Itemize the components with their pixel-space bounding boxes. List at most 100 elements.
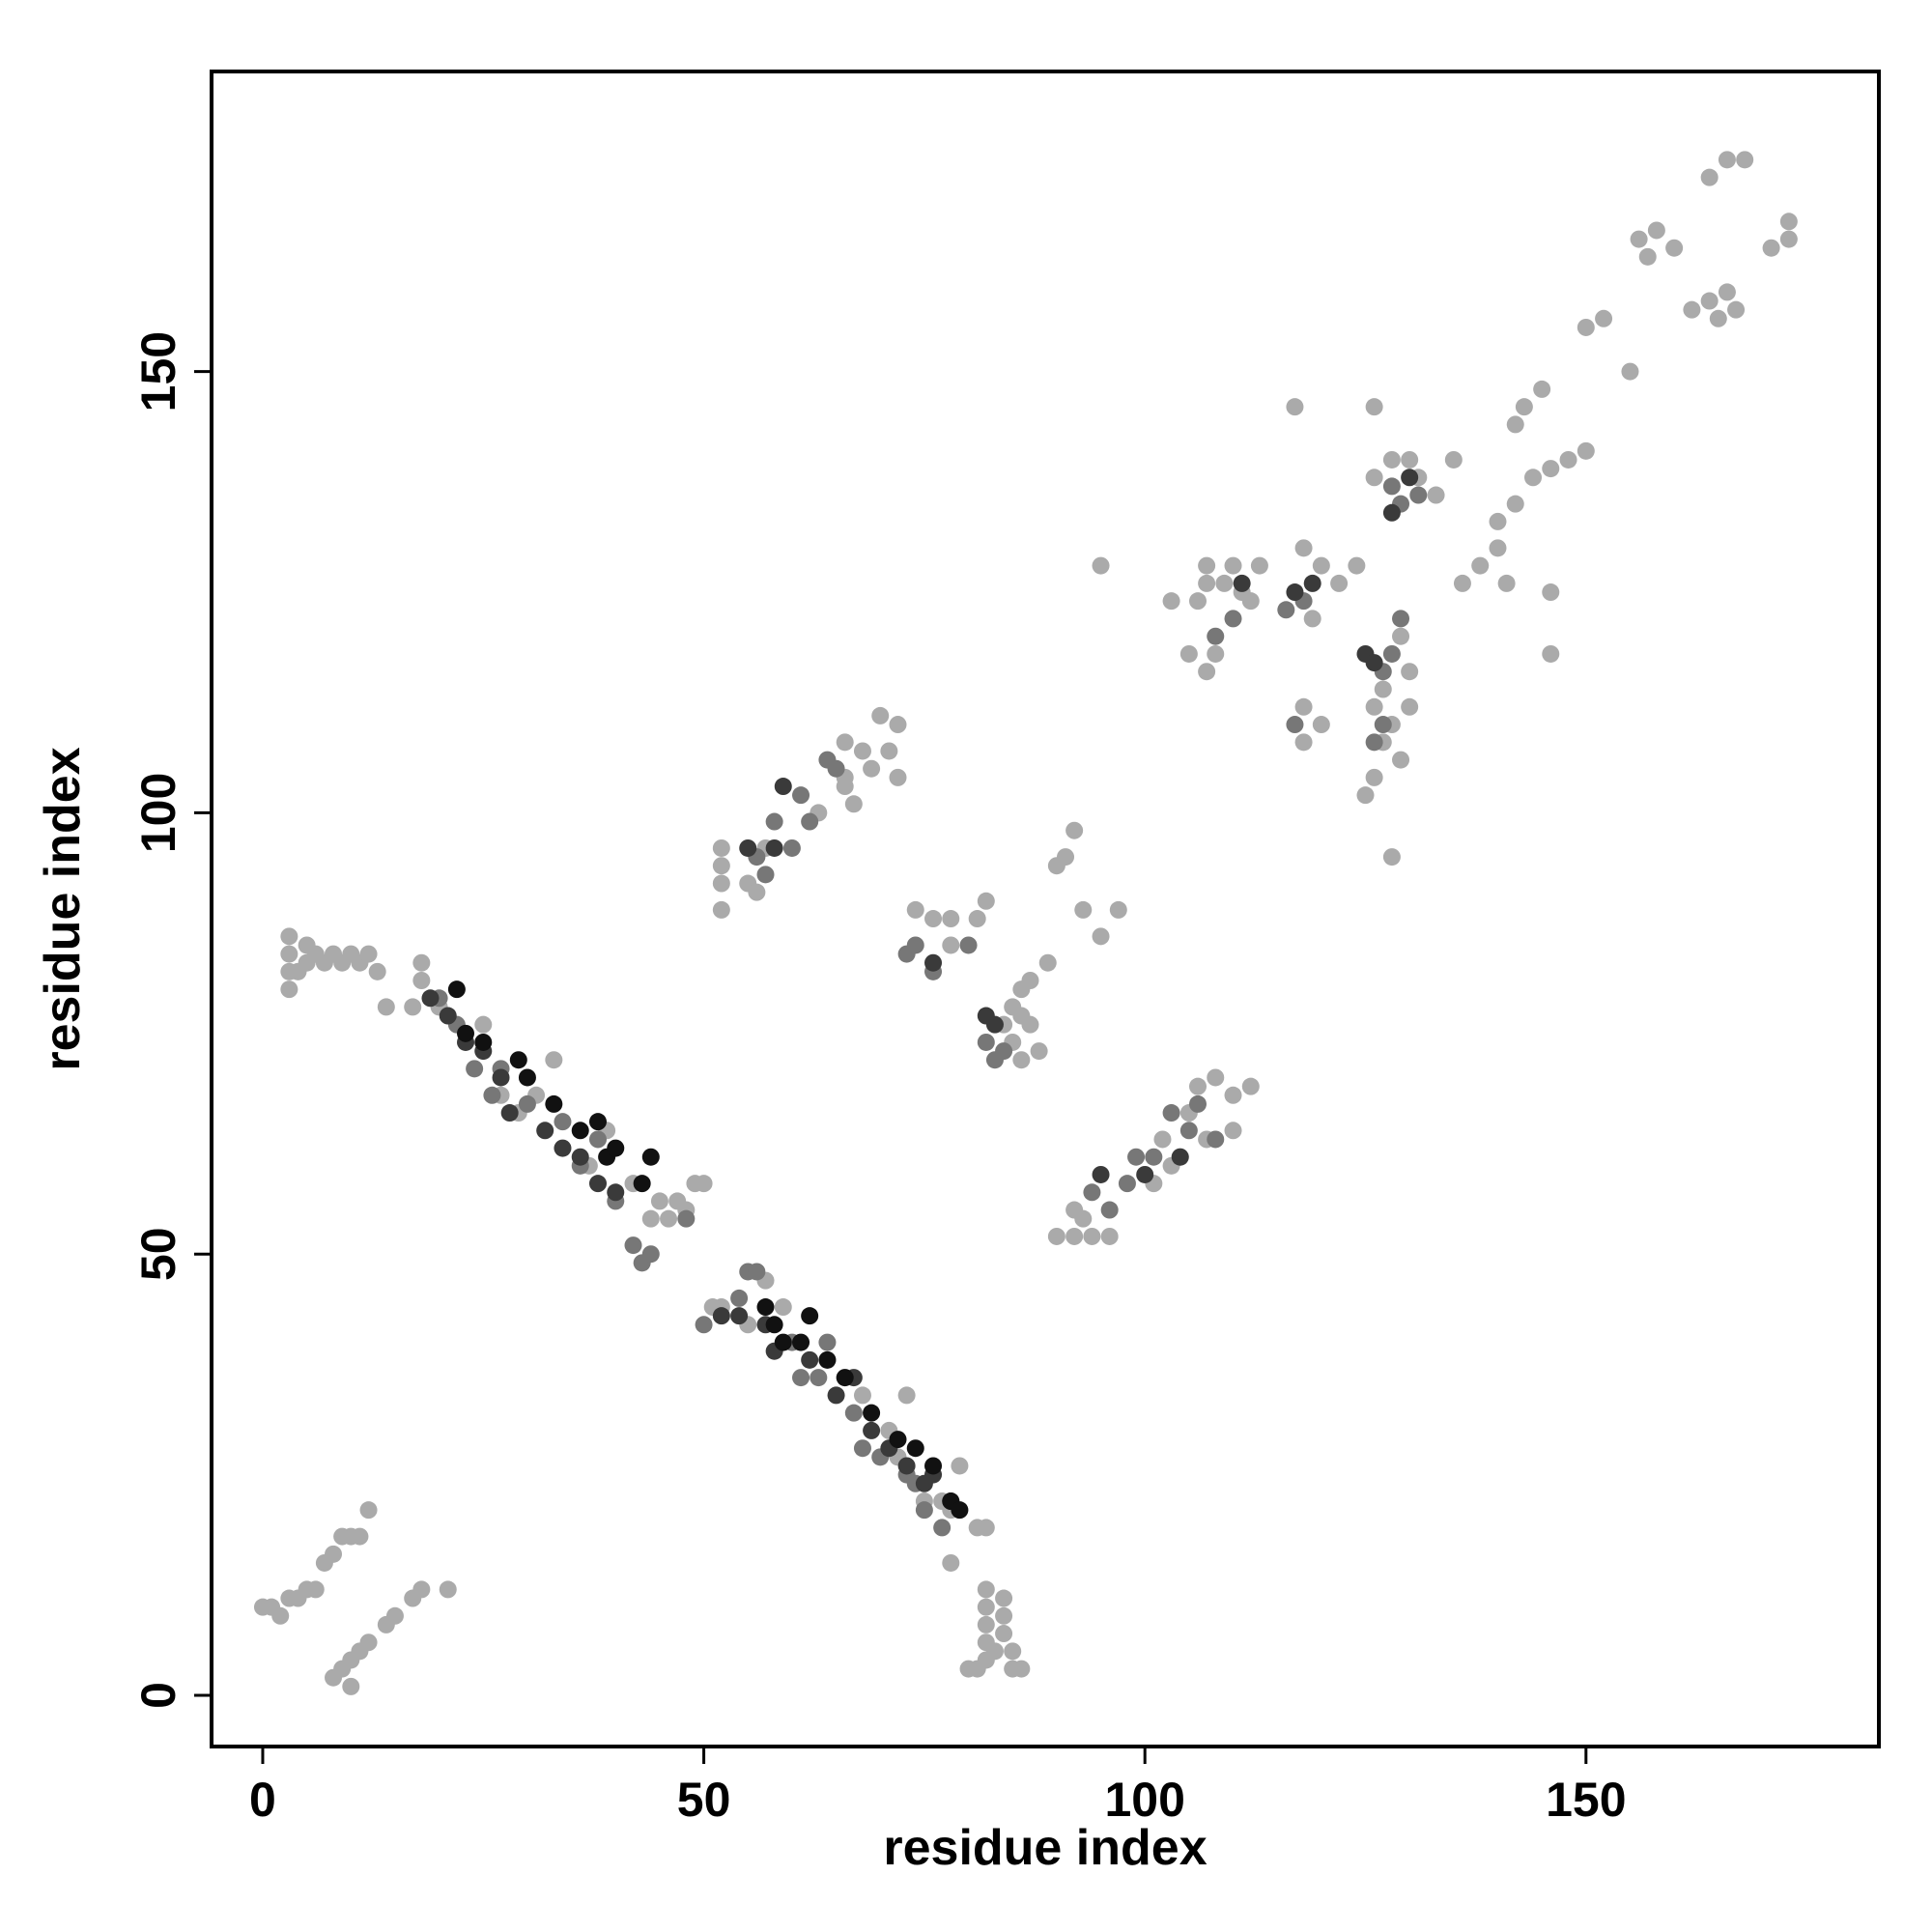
point [377, 998, 395, 1016]
point [1038, 953, 1057, 972]
point [1401, 697, 1419, 716]
point [1595, 309, 1613, 327]
y-tick-label: 100 [131, 773, 185, 853]
point [1542, 583, 1560, 602]
point [1065, 821, 1084, 839]
point [1294, 697, 1313, 716]
point [1374, 716, 1392, 734]
point [359, 1634, 378, 1652]
point [1506, 495, 1524, 513]
point [1092, 556, 1110, 575]
point [1577, 441, 1595, 460]
point [844, 1404, 863, 1422]
point [439, 1580, 457, 1599]
point [863, 759, 881, 778]
point [836, 778, 854, 796]
point [1207, 1068, 1225, 1087]
point [641, 1209, 660, 1228]
point [1365, 768, 1383, 786]
point [1012, 1051, 1031, 1069]
point [792, 786, 810, 805]
point [1294, 733, 1313, 752]
point [1179, 1122, 1198, 1140]
point [1092, 1165, 1110, 1183]
point [1241, 1077, 1260, 1095]
point [897, 1386, 916, 1405]
point [1294, 539, 1313, 557]
point [739, 838, 757, 857]
point [1515, 398, 1533, 416]
point [1286, 398, 1304, 416]
point [457, 1024, 475, 1042]
point [836, 733, 854, 752]
point [1250, 556, 1268, 575]
point [1683, 300, 1701, 319]
point [1004, 1660, 1022, 1678]
point [774, 1298, 792, 1317]
point [756, 1298, 775, 1317]
point [871, 706, 890, 724]
point [951, 1501, 969, 1520]
point [1100, 1201, 1119, 1219]
point [748, 883, 766, 901]
point [1762, 239, 1780, 257]
point [853, 1386, 871, 1405]
point [342, 1677, 360, 1695]
point [641, 1245, 660, 1264]
point [695, 1316, 713, 1334]
point [1727, 300, 1746, 319]
point [421, 989, 440, 1008]
point [942, 936, 960, 954]
point [545, 1051, 563, 1069]
point [1630, 230, 1648, 248]
point [554, 1113, 572, 1131]
point [1382, 503, 1401, 522]
point [1392, 627, 1410, 645]
point [1198, 556, 1216, 575]
point [1665, 239, 1684, 257]
point [588, 1175, 607, 1193]
point [712, 1307, 730, 1325]
point [588, 1113, 607, 1131]
point [1065, 1227, 1084, 1245]
point [509, 1051, 527, 1069]
point [1109, 900, 1127, 919]
point [1365, 469, 1383, 487]
point [1207, 644, 1225, 663]
point [1153, 1130, 1172, 1149]
point [1171, 1148, 1189, 1166]
point [748, 1263, 766, 1281]
point [1312, 556, 1330, 575]
point [1162, 1104, 1180, 1122]
point [554, 1139, 572, 1157]
point [1542, 460, 1560, 478]
point [1277, 601, 1295, 619]
point [765, 812, 783, 831]
point [1709, 309, 1727, 327]
point [359, 1501, 378, 1520]
point [1083, 1227, 1101, 1245]
point [1330, 574, 1349, 592]
point [695, 1175, 713, 1193]
point [1207, 627, 1225, 645]
x-tick-label: 50 [677, 1773, 731, 1827]
point [906, 936, 924, 954]
point [359, 945, 378, 963]
point [712, 857, 730, 875]
point [1736, 151, 1754, 169]
point [1374, 680, 1392, 698]
point [624, 1236, 642, 1255]
point [1198, 574, 1216, 592]
point [853, 742, 871, 760]
point [889, 1431, 907, 1449]
point [995, 1606, 1013, 1625]
point [863, 1404, 881, 1422]
point [571, 1148, 589, 1166]
point [677, 1209, 696, 1228]
point [1356, 786, 1375, 805]
point [1198, 663, 1216, 681]
y-axis-title: residue index [35, 747, 91, 1070]
point [756, 866, 775, 884]
